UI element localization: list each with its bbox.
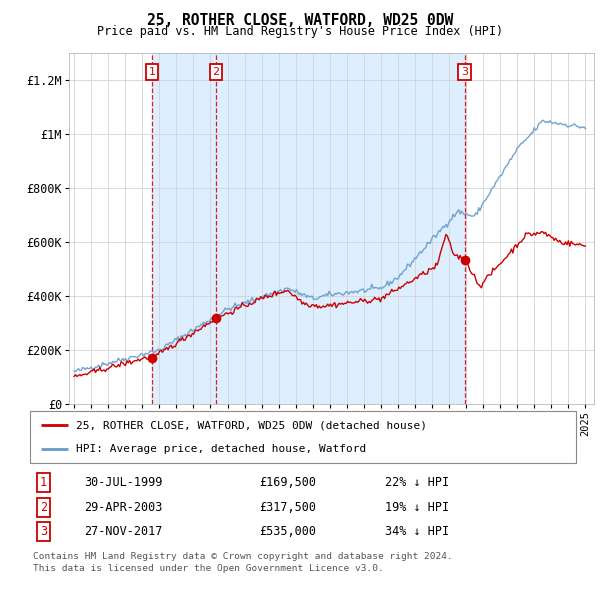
Text: HPI: Average price, detached house, Watford: HPI: Average price, detached house, Watf…	[76, 444, 367, 454]
Text: 2: 2	[212, 67, 220, 77]
Text: 3: 3	[40, 526, 47, 539]
Text: 1: 1	[149, 67, 155, 77]
Text: This data is licensed under the Open Government Licence v3.0.: This data is licensed under the Open Gov…	[33, 564, 384, 573]
Text: 29-APR-2003: 29-APR-2003	[85, 501, 163, 514]
Text: 25, ROTHER CLOSE, WATFORD, WD25 0DW (detached house): 25, ROTHER CLOSE, WATFORD, WD25 0DW (det…	[76, 420, 427, 430]
Bar	[152, 53, 216, 404]
Text: £169,500: £169,500	[259, 476, 316, 489]
Text: 22% ↓ HPI: 22% ↓ HPI	[385, 476, 449, 489]
Text: 30-JUL-1999: 30-JUL-1999	[85, 476, 163, 489]
Text: £535,000: £535,000	[259, 526, 316, 539]
Bar	[216, 53, 464, 404]
Text: 27-NOV-2017: 27-NOV-2017	[85, 526, 163, 539]
Text: 19% ↓ HPI: 19% ↓ HPI	[385, 501, 449, 514]
Text: Price paid vs. HM Land Registry's House Price Index (HPI): Price paid vs. HM Land Registry's House …	[97, 25, 503, 38]
Text: 2: 2	[40, 501, 47, 514]
Text: Contains HM Land Registry data © Crown copyright and database right 2024.: Contains HM Land Registry data © Crown c…	[33, 552, 453, 560]
Text: 25, ROTHER CLOSE, WATFORD, WD25 0DW: 25, ROTHER CLOSE, WATFORD, WD25 0DW	[147, 13, 453, 28]
Text: 1: 1	[40, 476, 47, 489]
Text: £317,500: £317,500	[259, 501, 316, 514]
Text: 3: 3	[461, 67, 468, 77]
Text: 34% ↓ HPI: 34% ↓ HPI	[385, 526, 449, 539]
